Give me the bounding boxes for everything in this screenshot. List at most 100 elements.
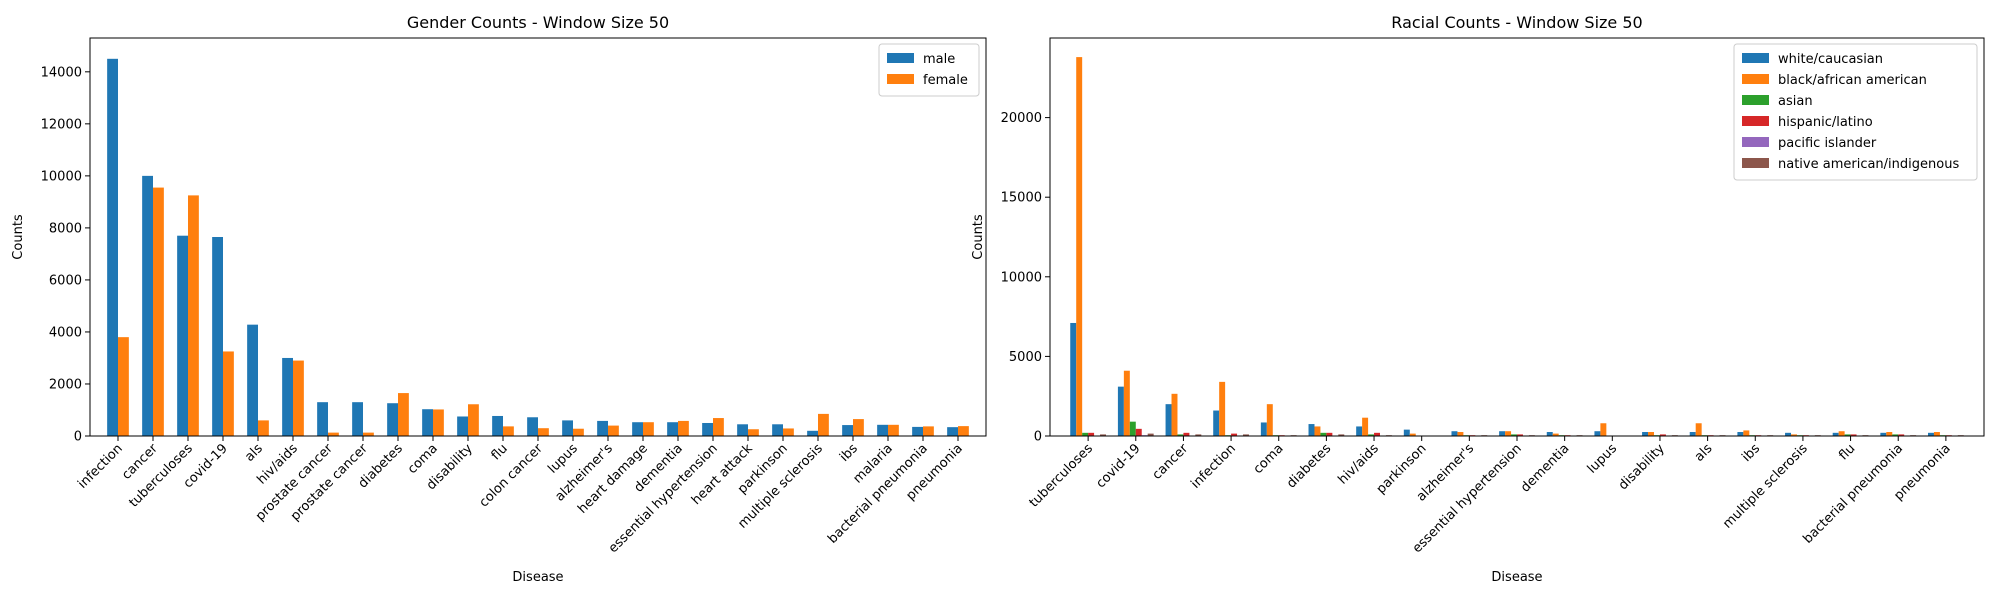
bar-black-african-american-15 bbox=[1791, 434, 1797, 436]
bar-female-3 bbox=[223, 351, 234, 436]
legend-label: asian bbox=[1778, 94, 1813, 109]
bar-female-7 bbox=[363, 432, 374, 436]
bar-black-african-american-12 bbox=[1648, 432, 1655, 436]
x-tick-label: als bbox=[242, 441, 266, 465]
bar-white-caucasian-10 bbox=[1546, 432, 1553, 436]
bar-asian-2 bbox=[1177, 434, 1184, 436]
x-tick-label: colon cancer bbox=[477, 441, 547, 511]
bar-native-american-indigenous-5 bbox=[1338, 434, 1345, 436]
legend-swatch bbox=[887, 74, 914, 84]
bar-female-23 bbox=[923, 426, 934, 436]
bar-white-caucasian-6 bbox=[1356, 426, 1363, 436]
bar-female-1 bbox=[153, 187, 164, 436]
legend: male female bbox=[878, 43, 980, 97]
bar-female-19 bbox=[783, 428, 794, 436]
bar-female-11 bbox=[503, 426, 514, 436]
legend-swatch bbox=[1742, 137, 1769, 147]
bar-male-20 bbox=[807, 430, 818, 436]
bar-male-24 bbox=[947, 427, 958, 436]
x-tick-label: cancer bbox=[1150, 441, 1192, 483]
legend-box bbox=[1733, 43, 1978, 181]
x-tick-label: bacterial pneumonia bbox=[1800, 441, 1906, 547]
bar-hispanic-latino-17 bbox=[1898, 434, 1905, 436]
bar-male-17 bbox=[702, 422, 713, 436]
bar-female-2 bbox=[188, 195, 199, 436]
bar-black-african-american-18 bbox=[1933, 432, 1940, 436]
legend-label: pacific islander bbox=[1778, 136, 1877, 151]
bar-white-caucasian-13 bbox=[1689, 432, 1696, 436]
y-tick-label: 12000 bbox=[41, 117, 82, 132]
bar-black-african-american-6 bbox=[1362, 417, 1369, 436]
y-tick-label: 10000 bbox=[41, 169, 82, 184]
bar-black-african-american-1 bbox=[1123, 370, 1130, 436]
bar-white-caucasian-0 bbox=[1070, 322, 1077, 436]
legend-swatch bbox=[1742, 53, 1769, 63]
bar-asian-1 bbox=[1129, 421, 1136, 436]
legend-label: male bbox=[923, 52, 955, 67]
bar-asian-16 bbox=[1844, 434, 1851, 436]
bar-black-african-american-13 bbox=[1695, 423, 1702, 436]
bar-white-caucasian-1 bbox=[1117, 386, 1124, 436]
legend-swatch bbox=[887, 53, 914, 63]
bar-white-caucasian-15 bbox=[1785, 432, 1792, 436]
bar-female-18 bbox=[748, 429, 759, 436]
bar-male-13 bbox=[562, 420, 573, 436]
bar-black-african-american-9 bbox=[1505, 431, 1512, 436]
bar-white-caucasian-3 bbox=[1213, 410, 1220, 436]
bar-male-14 bbox=[597, 420, 608, 436]
x-tick-label: infection bbox=[1188, 441, 1239, 492]
bar-black-african-american-0 bbox=[1076, 57, 1083, 436]
bar-male-5 bbox=[282, 357, 293, 436]
bar-female-22 bbox=[888, 424, 899, 436]
legend-label: female bbox=[923, 73, 968, 88]
y-tick-label: 6000 bbox=[49, 273, 82, 288]
chart-2: 0 5000 10000 15000 20000 tuberculosescovid-19… bbox=[971, 13, 1985, 585]
bar-asian-5 bbox=[1320, 432, 1327, 436]
bar-white-caucasian-4 bbox=[1260, 422, 1267, 436]
x-tick-label: ibs bbox=[1739, 441, 1763, 465]
bar-female-4 bbox=[258, 420, 269, 436]
y-tick-label: 14000 bbox=[41, 65, 82, 80]
bar-female-6 bbox=[328, 432, 339, 436]
bar-hispanic-latino-9 bbox=[1517, 434, 1523, 436]
bar-white-caucasian-14 bbox=[1737, 432, 1744, 436]
bar-male-12 bbox=[527, 417, 538, 436]
y-tick-label: 0 bbox=[74, 430, 82, 445]
legend: white/caucasian black/african american asi… bbox=[1733, 43, 1978, 181]
x-tick-label: lupus bbox=[1585, 441, 1621, 477]
bar-black-african-american-16 bbox=[1838, 431, 1845, 436]
bar-male-15 bbox=[632, 422, 643, 436]
x-tick-label: infection bbox=[75, 441, 126, 492]
x-tick-label: tuberculoses bbox=[1027, 441, 1097, 511]
bar-female-17 bbox=[713, 418, 724, 436]
bar-black-african-american-14 bbox=[1743, 430, 1750, 436]
bar-white-caucasian-8 bbox=[1451, 431, 1458, 436]
bar-hispanic-latino-5 bbox=[1326, 432, 1333, 436]
x-tick-label: ibs bbox=[837, 441, 861, 465]
bar-white-caucasian-17 bbox=[1880, 432, 1887, 436]
bar-female-20 bbox=[818, 413, 829, 436]
bar-native-american-indigenous-0 bbox=[1100, 434, 1106, 436]
bar-hispanic-latino-6 bbox=[1374, 432, 1380, 436]
y-tick-label: 20000 bbox=[1001, 111, 1042, 126]
bar-female-24 bbox=[958, 426, 969, 436]
bar-male-6 bbox=[317, 402, 328, 436]
y-tick-label: 2000 bbox=[49, 377, 82, 392]
x-tick-label: hiv/aids bbox=[1336, 441, 1382, 487]
legend-label: native american/indigenous bbox=[1778, 157, 1959, 172]
bar-female-15 bbox=[643, 422, 654, 436]
bar-male-16 bbox=[667, 422, 678, 436]
legend-label: black/african american bbox=[1778, 73, 1927, 88]
x-axis-label: Disease bbox=[1491, 570, 1542, 585]
bar-female-10 bbox=[468, 404, 479, 436]
bar-black-african-american-8 bbox=[1457, 432, 1464, 436]
legend-swatch bbox=[1742, 158, 1769, 168]
bar-black-african-american-5 bbox=[1314, 426, 1321, 436]
bar-black-african-american-3 bbox=[1219, 381, 1226, 436]
x-tick-label: coma bbox=[1251, 441, 1287, 477]
chart-title: Gender Counts - Window Size 50 bbox=[407, 13, 669, 32]
bar-white-caucasian-7 bbox=[1403, 429, 1410, 436]
bar-female-14 bbox=[608, 425, 619, 436]
bar-hispanic-latino-1 bbox=[1135, 428, 1142, 436]
y-tick-label: 8000 bbox=[49, 221, 82, 236]
